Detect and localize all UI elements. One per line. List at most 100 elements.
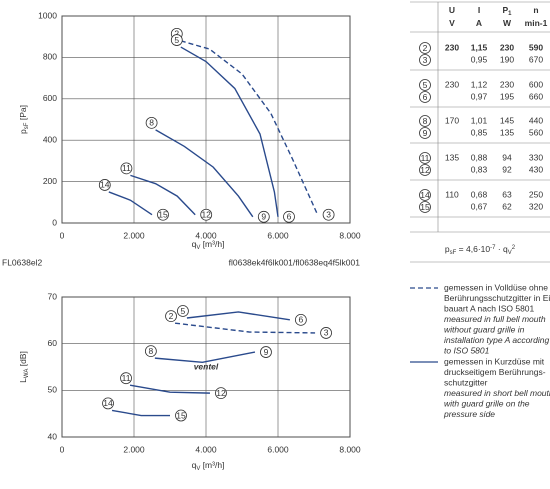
table-cell: 0,68 <box>471 189 488 199</box>
table-cell: 430 <box>529 164 543 174</box>
y-tick-label: 200 <box>43 176 57 186</box>
y-axis-label-main: p <box>18 129 28 134</box>
label-circle <box>157 208 169 221</box>
label-circle <box>144 345 157 358</box>
y-tick-label: 400 <box>43 134 57 144</box>
curve <box>111 409 170 417</box>
formula-part: -7 <box>490 245 496 251</box>
curve-label: 15 <box>158 209 168 219</box>
curve <box>174 322 316 334</box>
legend-text-en: to ISO 5801 <box>444 345 490 355</box>
y-axis-label: LWA [dB] <box>18 351 29 383</box>
label-circle <box>320 327 332 339</box>
table-header-text: n <box>533 5 538 15</box>
label-circle <box>175 409 187 422</box>
label-circle <box>200 208 213 221</box>
curve-label: 6 <box>423 92 428 102</box>
curve-label: 5 <box>181 306 186 316</box>
table-cell: 670 <box>529 54 543 64</box>
legend-text-en: measured in short bell mouth <box>444 388 550 398</box>
table-cell: 0,85 <box>471 127 488 137</box>
table-header-sub: 1 <box>508 11 512 17</box>
x-tick-label: 6.000 <box>267 444 289 454</box>
table-cell: 320 <box>529 201 543 211</box>
table-cell: 230 <box>445 42 459 52</box>
x-axis-label-main: q <box>192 239 197 249</box>
x-axis-label-sub: V <box>196 466 200 472</box>
label-circle <box>419 189 431 201</box>
label-circle <box>419 91 431 103</box>
curve-label: 6 <box>287 212 292 222</box>
curve <box>108 191 153 216</box>
table-cell: 0,95 <box>471 54 488 64</box>
legend-text-en: measured in full bell mouth <box>444 314 546 324</box>
label-circle <box>419 42 431 54</box>
watermark: ventel <box>194 361 219 371</box>
curve-label: 5 <box>174 35 179 45</box>
legend-text: druckseitigem Berührungs- <box>444 367 546 377</box>
table-cell: 230 <box>500 79 514 89</box>
curve-label: 3 <box>324 328 329 338</box>
legend-text: bauart A nach ISO 5801 <box>444 303 535 313</box>
label-circle <box>419 115 431 127</box>
table-header-text: A <box>476 18 482 28</box>
table-header-text: V <box>449 18 455 28</box>
y-tick-label: 70 <box>48 291 58 301</box>
y-tick-label: 60 <box>48 338 58 348</box>
table-cell: 1,12 <box>471 79 488 89</box>
curve-label: 3 <box>423 55 428 65</box>
label-circle <box>165 310 177 323</box>
formula: psF = 4,6·10-7 · qV2 <box>445 244 516 255</box>
x-tick-label: 4.000 <box>195 444 217 454</box>
label-circle <box>257 210 270 223</box>
table-header: n <box>533 5 538 15</box>
table-cell: 190 <box>500 54 514 64</box>
legend-text: gemessen in Volldüse ohne <box>444 282 548 292</box>
legend-text-en: with guard grille on the <box>444 398 530 408</box>
label-circle <box>215 387 227 400</box>
table-cell: 195 <box>500 91 514 101</box>
table-cell: 135 <box>445 152 459 162</box>
curve <box>130 174 196 216</box>
table-header-text: W <box>503 18 512 28</box>
table-cell: 560 <box>529 127 543 137</box>
table-cell: 330 <box>529 152 543 162</box>
label-circle <box>170 34 183 46</box>
table-cell: 250 <box>529 189 543 199</box>
curve-label: 12 <box>420 165 430 175</box>
curve-label: 8 <box>149 346 154 356</box>
x-tick-label: 6.000 <box>267 230 289 240</box>
legend-text-en: pressure side <box>443 409 495 419</box>
legend-text: Berührungsschutzgitter in Ein- <box>444 293 550 303</box>
y-axis-label-sub: WA <box>24 369 30 378</box>
table-cell: 440 <box>529 115 543 125</box>
label-circle <box>419 54 431 66</box>
table-header-text: min-1 <box>525 18 548 28</box>
table-cell: 0,97 <box>471 91 488 101</box>
curve-label: 11 <box>122 373 131 383</box>
y-axis-label-main: L <box>18 378 28 383</box>
table-cell: 0,83 <box>471 164 488 174</box>
curve <box>129 384 210 394</box>
x-axis-label-sub: V <box>196 245 200 251</box>
table-cell: 1,01 <box>471 115 488 125</box>
table-cell: 1,15 <box>471 42 488 52</box>
formula-part: 2 <box>512 245 516 251</box>
label-circle <box>419 79 431 91</box>
table-cell: 660 <box>529 91 543 101</box>
label-circle <box>145 116 158 129</box>
table-cell: 230 <box>500 42 514 52</box>
legend-text-en: installation type A according <box>444 335 549 345</box>
x-tick-label: 8.000 <box>339 444 361 454</box>
curve-label: 6 <box>299 315 304 325</box>
label-circle <box>102 397 114 410</box>
y-axis-label-unit: [dB] <box>18 351 28 368</box>
y-tick-label: 800 <box>43 52 57 62</box>
y-tick-label: 600 <box>43 93 57 103</box>
table-cell: 145 <box>500 115 514 125</box>
table-header-text: I <box>478 5 480 15</box>
curve <box>180 46 279 217</box>
curve-label: 9 <box>264 347 269 357</box>
x-tick-label: 2.000 <box>123 230 145 240</box>
formula-part: p <box>445 244 450 254</box>
